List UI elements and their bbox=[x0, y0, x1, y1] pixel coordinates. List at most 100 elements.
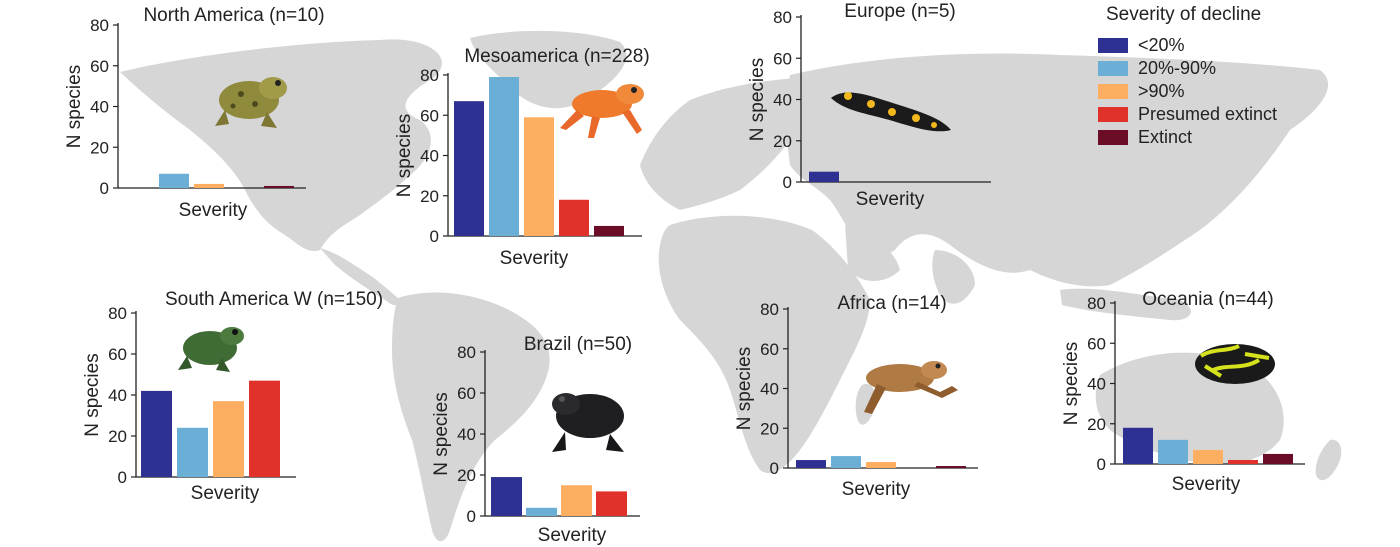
y-axis-label: N species bbox=[82, 353, 103, 436]
bar--90- bbox=[561, 485, 592, 516]
bar-presumed-extinct bbox=[1228, 459, 1258, 464]
chart-title: Africa (n=14) bbox=[837, 293, 946, 314]
legend-title: Severity of decline bbox=[1106, 4, 1262, 25]
bar--90- bbox=[524, 117, 554, 236]
bar-20-90- bbox=[1158, 439, 1188, 464]
bar-extinct bbox=[1263, 453, 1293, 464]
fire-salamander-icon bbox=[831, 92, 951, 132]
bar--20- bbox=[1123, 427, 1153, 464]
y-tick-label: 80 bbox=[773, 8, 792, 27]
y-tick-label: 80 bbox=[420, 66, 439, 85]
legend-label: Presumed extinct bbox=[1138, 104, 1278, 124]
y-axis-label: N species bbox=[747, 58, 768, 141]
y-tick-label: 40 bbox=[1087, 375, 1106, 394]
y-tick-label: 0 bbox=[118, 468, 127, 487]
y-tick-label: 60 bbox=[108, 345, 127, 364]
y-tick-label: 20 bbox=[90, 138, 109, 157]
y-tick-label: 60 bbox=[773, 49, 792, 68]
y-tick-label: 80 bbox=[108, 304, 127, 323]
bar-extinct bbox=[264, 185, 294, 188]
x-axis-label: Severity bbox=[856, 189, 925, 210]
harlequin-frog-icon bbox=[560, 84, 644, 138]
y-tick-label: 60 bbox=[90, 57, 109, 76]
legend-label: >90% bbox=[1138, 81, 1185, 101]
y-tick-label: 20 bbox=[108, 427, 127, 446]
bar--20- bbox=[809, 171, 839, 182]
bar-20-90- bbox=[159, 173, 189, 188]
legend-item: 20%-90% bbox=[1098, 57, 1388, 80]
legend-label: <20% bbox=[1138, 35, 1185, 55]
y-tick-label: 20 bbox=[420, 187, 439, 206]
chart-title: Oceania (n=44) bbox=[1142, 289, 1274, 310]
chart-title: Mesoamerica (n=228) bbox=[464, 46, 649, 67]
legend-item: Extinct bbox=[1098, 126, 1388, 149]
bar--20- bbox=[796, 460, 826, 468]
x-axis-label: Severity bbox=[1172, 474, 1241, 495]
y-axis-label: N species bbox=[1061, 342, 1082, 425]
y-tick-label: 60 bbox=[760, 340, 779, 359]
asia-landmass bbox=[786, 53, 1329, 287]
x-axis-label: Severity bbox=[538, 525, 607, 546]
y-tick-label: 40 bbox=[90, 98, 109, 117]
chart-title: North America (n=10) bbox=[143, 5, 324, 26]
chart-title: Brazil (n=50) bbox=[524, 334, 632, 355]
legend-item: Presumed extinct bbox=[1098, 103, 1388, 126]
central-america-landmass bbox=[320, 248, 400, 306]
africa-landmass bbox=[658, 215, 870, 474]
y-tick-label: 20 bbox=[773, 132, 792, 151]
legend-item: <20% bbox=[1098, 34, 1388, 57]
bar--90- bbox=[866, 462, 896, 468]
y-tick-label: 60 bbox=[457, 384, 476, 403]
legend-item: >90% bbox=[1098, 80, 1388, 103]
y-tick-label: 0 bbox=[783, 173, 792, 192]
x-axis-label: Severity bbox=[500, 248, 569, 269]
bar-presumed-extinct bbox=[596, 491, 627, 516]
north-america-landmass bbox=[120, 39, 442, 251]
legend-swatch bbox=[1098, 61, 1128, 76]
legend-label: Extinct bbox=[1138, 127, 1193, 147]
bar--90- bbox=[213, 401, 244, 477]
europe-landmass bbox=[640, 78, 812, 210]
y-tick-label: 80 bbox=[457, 343, 476, 362]
y-tick-label: 40 bbox=[108, 386, 127, 405]
bar-20-90- bbox=[177, 427, 208, 477]
y-tick-label: 20 bbox=[1087, 415, 1106, 434]
brown-frog-icon bbox=[864, 361, 958, 414]
y-tick-label: 0 bbox=[430, 227, 439, 246]
y-axis-label: N species bbox=[64, 65, 85, 148]
chart-title: Europe (n=5) bbox=[844, 1, 955, 22]
chart-title: South America W (n=150) bbox=[165, 289, 383, 310]
bar-presumed-extinct bbox=[559, 199, 589, 236]
bar--20- bbox=[491, 477, 522, 516]
y-axis-label: N species bbox=[431, 392, 452, 475]
legend-swatch bbox=[1098, 84, 1128, 99]
madagascar-landmass bbox=[855, 383, 876, 425]
new-zealand-landmass bbox=[1315, 439, 1342, 481]
y-tick-label: 60 bbox=[420, 106, 439, 125]
x-axis-label: Severity bbox=[191, 483, 260, 504]
legend-label: 20%-90% bbox=[1138, 58, 1217, 78]
y-tick-label: 80 bbox=[1087, 294, 1106, 313]
x-axis-label: Severity bbox=[842, 479, 911, 500]
y-tick-label: 20 bbox=[457, 466, 476, 485]
y-tick-label: 40 bbox=[420, 147, 439, 166]
green-frog-icon bbox=[178, 327, 244, 372]
x-axis-label: Severity bbox=[179, 200, 248, 221]
y-tick-label: 80 bbox=[90, 16, 109, 35]
legend-swatch bbox=[1098, 38, 1128, 53]
legend: Severity of decline <20% 20%-90% >90% Pr… bbox=[1098, 4, 1388, 149]
y-tick-label: 0 bbox=[1097, 455, 1106, 474]
arabia-india-landmass bbox=[845, 225, 975, 304]
bar--20- bbox=[454, 101, 484, 236]
bar--20- bbox=[141, 390, 172, 477]
legend-swatch bbox=[1098, 130, 1128, 145]
y-axis-label: N species bbox=[394, 114, 415, 197]
south-america-landmass bbox=[392, 292, 550, 542]
toad-icon bbox=[215, 77, 287, 128]
greenland-landmass bbox=[470, 30, 627, 109]
y-tick-label: 40 bbox=[457, 425, 476, 444]
bar-extinct bbox=[594, 225, 624, 236]
legend-swatch bbox=[1098, 107, 1128, 122]
